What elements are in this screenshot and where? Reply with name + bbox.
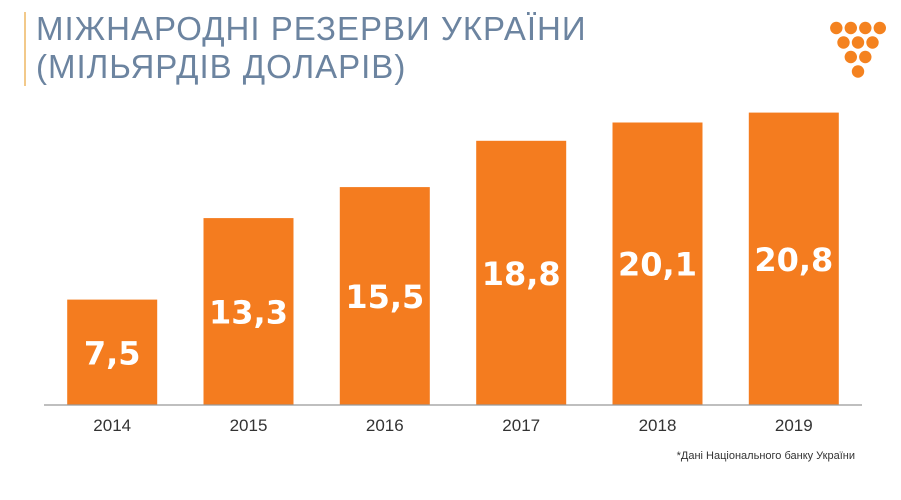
logo-dot bbox=[859, 21, 872, 35]
bar-2019 bbox=[748, 112, 839, 405]
bar-value-label-2016: 15,5 bbox=[345, 278, 424, 316]
bar-value-label-2019: 20,8 bbox=[754, 241, 833, 279]
bar-value-label-2017: 18,8 bbox=[482, 255, 561, 293]
bar-2018 bbox=[612, 122, 703, 405]
x-tick-label-2018: 2018 bbox=[639, 416, 677, 435]
logo-icon bbox=[830, 21, 886, 78]
x-tick-label-2015: 2015 bbox=[230, 416, 268, 435]
logo-dot bbox=[851, 65, 865, 78]
bar-2016 bbox=[339, 187, 430, 405]
logo-dot bbox=[873, 21, 886, 35]
logo-dot bbox=[866, 36, 879, 49]
source-note: *Дані Національного банку України bbox=[676, 450, 855, 462]
title-accent-line bbox=[24, 12, 26, 86]
title-line-2: (МІЛЬЯРДІВ ДОЛАРІВ) bbox=[36, 48, 407, 85]
logo-dot bbox=[844, 21, 857, 35]
x-tick-label-2019: 2019 bbox=[775, 416, 813, 435]
logo-dot bbox=[830, 21, 843, 35]
logo-dot bbox=[851, 36, 865, 49]
bar-value-label-2015: 13,3 bbox=[209, 294, 288, 332]
bar-value-label-2018: 20,1 bbox=[618, 246, 697, 284]
page-title: МІЖНАРОДНІ РЕЗЕРВИ УКРАЇНИ (МІЛЬЯРДІВ ДО… bbox=[36, 10, 587, 86]
x-tick-label-2017: 2017 bbox=[502, 416, 540, 435]
logo-dot bbox=[844, 50, 857, 64]
bar-2014 bbox=[67, 299, 158, 405]
logo-dot bbox=[837, 36, 850, 49]
bar-2017 bbox=[476, 140, 567, 406]
bar-value-label-2014: 7,5 bbox=[84, 334, 141, 372]
x-tick-label-2016: 2016 bbox=[366, 416, 404, 435]
title-line-1: МІЖНАРОДНІ РЕЗЕРВИ УКРАЇНИ bbox=[36, 10, 587, 47]
logo-dot bbox=[859, 50, 872, 64]
bar-chart: 7,5 2014 13,3 2015 15,5 2016 18,8 2017 20,1 2018 2… bbox=[44, 112, 862, 435]
x-tick-label-2014: 2014 bbox=[93, 416, 131, 435]
bar-2015 bbox=[203, 218, 294, 405]
